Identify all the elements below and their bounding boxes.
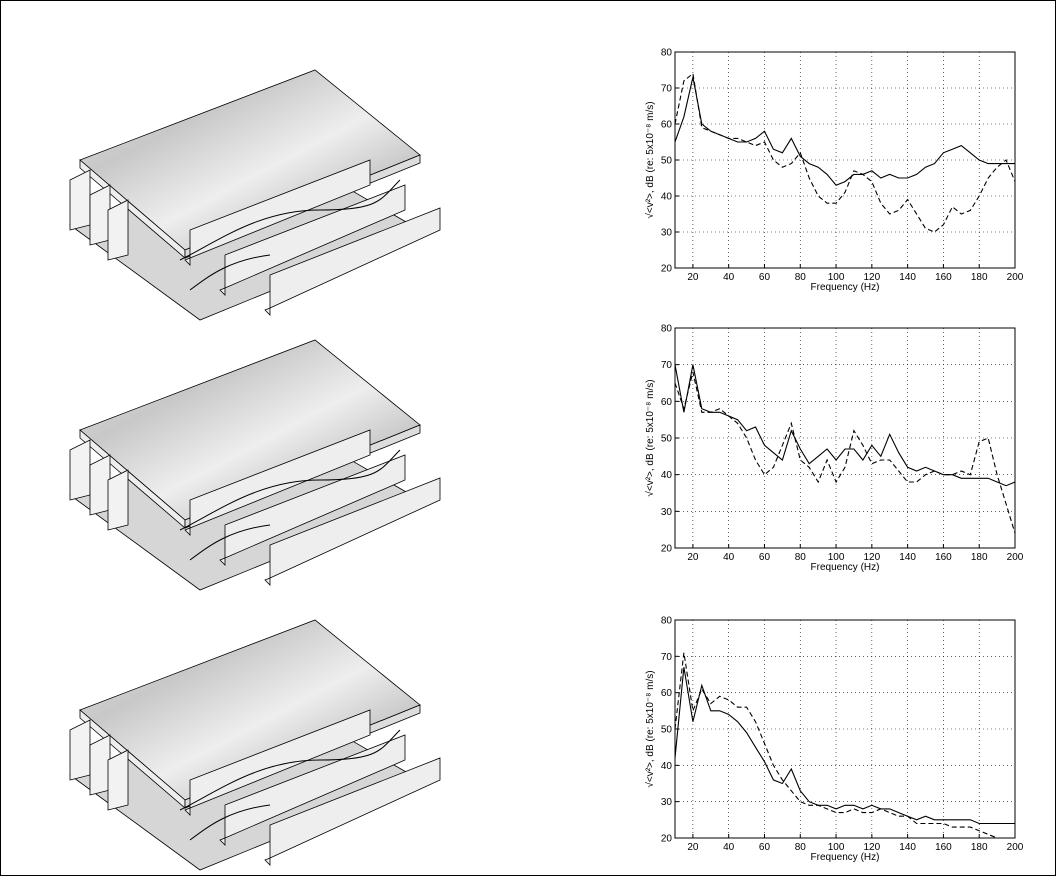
x-tick-label: 160 bbox=[935, 552, 952, 563]
x-axis-label: Frequency (Hz) bbox=[811, 852, 880, 863]
data-line bbox=[675, 74, 1015, 232]
x-tick-label: 80 bbox=[795, 552, 807, 563]
y-tick-label: 80 bbox=[661, 616, 673, 627]
x-tick-label: 180 bbox=[971, 552, 988, 563]
y-tick-label: 70 bbox=[661, 652, 673, 663]
y-tick-label: 60 bbox=[661, 397, 673, 408]
y-tick-label: 60 bbox=[661, 120, 673, 131]
y-tick-label: 80 bbox=[661, 48, 673, 59]
y-tick-label: 40 bbox=[661, 192, 673, 203]
x-tick-label: 60 bbox=[759, 842, 771, 853]
x-tick-label: 140 bbox=[899, 272, 916, 283]
y-tick-label: 20 bbox=[661, 834, 673, 845]
y-tick-label: 30 bbox=[661, 507, 673, 518]
x-tick-label: 180 bbox=[971, 842, 988, 853]
x-tick-label: 200 bbox=[1007, 842, 1024, 853]
data-line bbox=[675, 372, 1015, 533]
x-tick-label: 40 bbox=[723, 552, 735, 563]
x-tick-label: 140 bbox=[899, 842, 916, 853]
x-tick-label: 60 bbox=[759, 552, 771, 563]
figure: 2030405060708020406080100120140160180200… bbox=[0, 0, 1056, 876]
x-tick-label: 80 bbox=[795, 272, 807, 283]
y-tick-label: 70 bbox=[661, 360, 673, 371]
x-tick-label: 180 bbox=[971, 272, 988, 283]
data-line bbox=[675, 667, 1015, 823]
y-tick-label: 20 bbox=[661, 264, 673, 275]
x-tick-label: 40 bbox=[723, 842, 735, 853]
y-tick-label: 20 bbox=[661, 544, 673, 555]
x-tick-label: 140 bbox=[899, 552, 916, 563]
x-tick-label: 160 bbox=[935, 272, 952, 283]
x-tick-label: 80 bbox=[795, 842, 807, 853]
data-line bbox=[675, 653, 1015, 838]
x-tick-label: 40 bbox=[723, 272, 735, 283]
y-tick-label: 50 bbox=[661, 434, 673, 445]
y-tick-label: 70 bbox=[661, 84, 673, 95]
x-tick-label: 20 bbox=[687, 842, 699, 853]
x-tick-label: 200 bbox=[1007, 552, 1024, 563]
floor-illustration bbox=[70, 620, 440, 870]
x-tick-label: 200 bbox=[1007, 272, 1024, 283]
floor-illustration bbox=[70, 340, 440, 590]
x-tick-label: 20 bbox=[687, 552, 699, 563]
y-tick-label: 50 bbox=[661, 725, 673, 736]
y-tick-label: 30 bbox=[661, 228, 673, 239]
y-axis-label: √<v²>, dB (re: 5x10⁻⁸ m/s) bbox=[644, 379, 656, 496]
y-axis-label: √<v²>, dB (re: 5x10⁻⁸ m/s) bbox=[644, 670, 656, 787]
x-tick-label: 60 bbox=[759, 272, 771, 283]
x-tick-label: 160 bbox=[935, 842, 952, 853]
y-tick-label: 50 bbox=[661, 156, 673, 167]
floor-illustration bbox=[70, 70, 440, 320]
y-tick-label: 80 bbox=[661, 324, 673, 335]
x-axis-label: Frequency (Hz) bbox=[811, 282, 880, 293]
y-axis-label: √<v²>, dB (re: 5x10⁻⁸ m/s) bbox=[644, 101, 656, 218]
data-line bbox=[675, 77, 1015, 185]
x-tick-label: 20 bbox=[687, 272, 699, 283]
y-tick-label: 40 bbox=[661, 470, 673, 481]
y-tick-label: 40 bbox=[661, 761, 673, 772]
y-tick-label: 60 bbox=[661, 688, 673, 699]
x-axis-label: Frequency (Hz) bbox=[811, 562, 880, 573]
y-tick-label: 30 bbox=[661, 797, 673, 808]
